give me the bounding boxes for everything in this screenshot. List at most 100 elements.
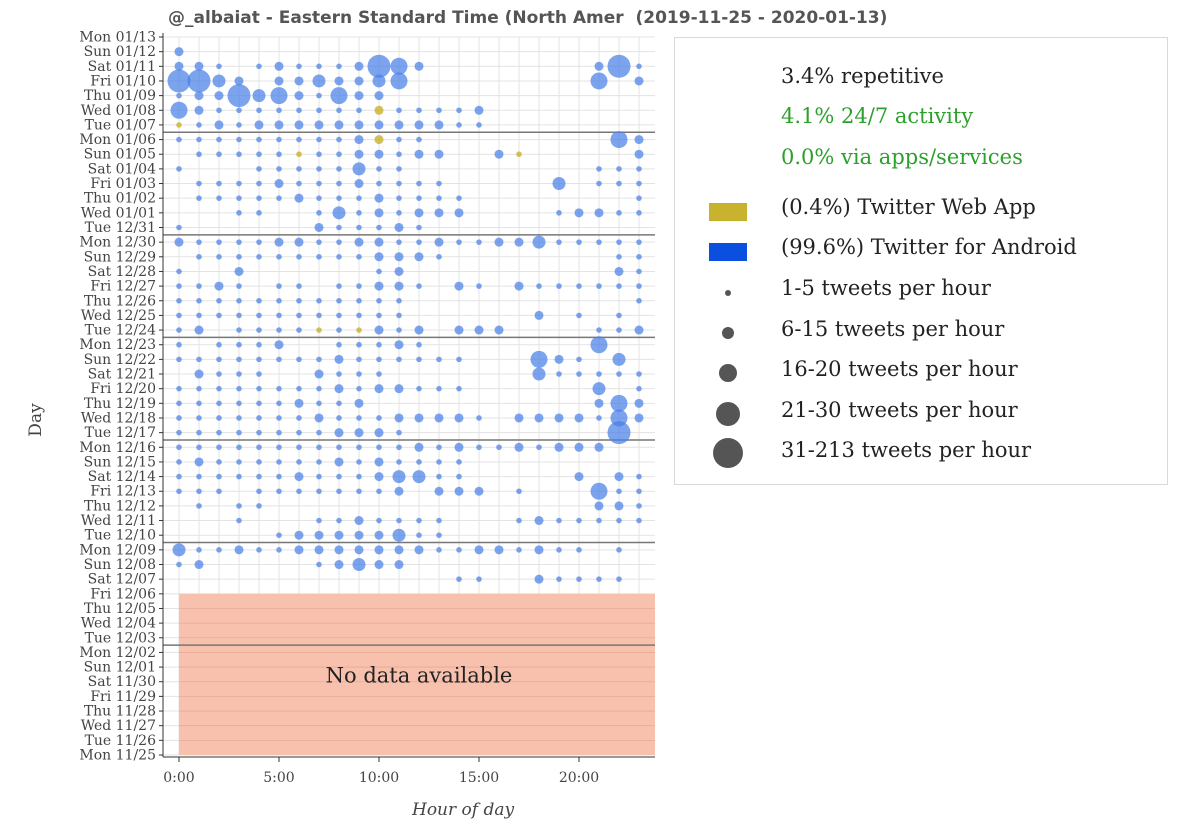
- data-point: [176, 224, 182, 231]
- data-point: [356, 253, 362, 260]
- data-point: [356, 371, 362, 377]
- data-point: [594, 208, 604, 218]
- data-point: [196, 385, 202, 392]
- data-point: [356, 327, 362, 333]
- data-point: [416, 239, 422, 245]
- data-point: [374, 281, 384, 291]
- data-point: [316, 488, 322, 495]
- data-point: [236, 253, 242, 260]
- data-point: [354, 135, 364, 145]
- y-tick-label: Sun 12/22: [84, 352, 156, 368]
- data-point: [394, 384, 404, 394]
- chart-title: @_albaiat - Eastern Standard Time (North…: [168, 8, 888, 28]
- data-point: [354, 149, 364, 159]
- data-point: [516, 151, 522, 158]
- data-point: [536, 283, 542, 289]
- data-point: [516, 488, 522, 495]
- data-point: [556, 239, 562, 245]
- data-point: [376, 268, 382, 275]
- data-point: [167, 69, 191, 93]
- data-point: [476, 122, 482, 128]
- data-point: [374, 193, 384, 203]
- data-point: [276, 488, 282, 495]
- data-point: [634, 76, 644, 86]
- data-point: [434, 149, 444, 159]
- legend-size-dot-2: [722, 327, 734, 339]
- legend-stat-repetitive: 3.4% repetitive: [781, 64, 944, 88]
- data-point: [196, 503, 202, 509]
- data-point: [236, 459, 242, 465]
- data-point: [196, 400, 202, 407]
- data-point: [236, 107, 242, 114]
- data-point: [354, 179, 364, 189]
- data-point: [174, 61, 184, 71]
- data-point: [216, 341, 222, 348]
- data-point: [216, 195, 222, 201]
- data-point: [270, 87, 288, 105]
- data-point: [576, 283, 582, 289]
- data-point: [316, 517, 322, 524]
- data-point: [396, 136, 402, 143]
- data-point: [616, 517, 622, 524]
- data-point: [376, 356, 382, 363]
- data-point: [356, 312, 362, 319]
- data-point: [174, 237, 184, 247]
- data-point: [454, 208, 464, 218]
- x-tick-label: 15:00: [459, 770, 499, 786]
- data-point: [296, 63, 302, 70]
- data-point: [276, 297, 282, 304]
- data-point: [396, 151, 402, 158]
- y-tick-label: Sat 12/07: [88, 572, 156, 588]
- data-point: [196, 283, 202, 289]
- data-point: [216, 488, 222, 495]
- data-point: [256, 444, 262, 451]
- data-point: [352, 162, 366, 176]
- data-point: [336, 312, 342, 319]
- data-point: [276, 195, 282, 201]
- data-point: [616, 576, 622, 582]
- data-point: [294, 120, 304, 130]
- data-point: [196, 122, 202, 128]
- y-tick-label: Fri 01/03: [90, 176, 156, 192]
- data-point: [336, 517, 342, 524]
- data-point: [252, 89, 266, 103]
- data-point: [556, 517, 562, 524]
- data-point: [176, 166, 182, 172]
- y-tick-label: Tue 11/26: [85, 733, 157, 749]
- data-point: [556, 210, 562, 216]
- data-point: [534, 413, 544, 423]
- data-point: [494, 149, 504, 159]
- data-point: [296, 488, 302, 495]
- data-point: [256, 210, 262, 216]
- data-point: [374, 208, 384, 218]
- data-point: [456, 547, 462, 553]
- data-point: [356, 210, 362, 216]
- data-point: [556, 576, 562, 582]
- data-point: [196, 136, 202, 143]
- data-point: [607, 54, 631, 78]
- data-point: [374, 105, 384, 115]
- data-point: [216, 356, 222, 363]
- y-tick-label: Sun 12/01: [84, 660, 156, 676]
- data-point: [316, 327, 322, 333]
- data-point: [374, 149, 384, 159]
- data-point: [296, 444, 302, 451]
- data-point: [474, 105, 484, 115]
- data-point: [614, 472, 624, 482]
- legend-source-android: (99.6%) Twitter for Android: [781, 235, 1077, 259]
- data-point: [636, 239, 642, 245]
- data-point: [296, 107, 302, 114]
- data-point: [332, 206, 346, 220]
- data-point: [234, 266, 244, 276]
- data-point: [436, 356, 442, 363]
- data-point: [596, 283, 602, 289]
- data-point: [636, 180, 642, 187]
- data-point: [474, 325, 484, 335]
- data-point: [414, 149, 424, 159]
- x-tick-label: 5:00: [263, 770, 294, 786]
- data-point: [394, 486, 404, 496]
- data-point: [456, 195, 462, 201]
- data-point: [616, 166, 622, 172]
- data-point: [330, 87, 348, 105]
- data-point: [616, 239, 622, 245]
